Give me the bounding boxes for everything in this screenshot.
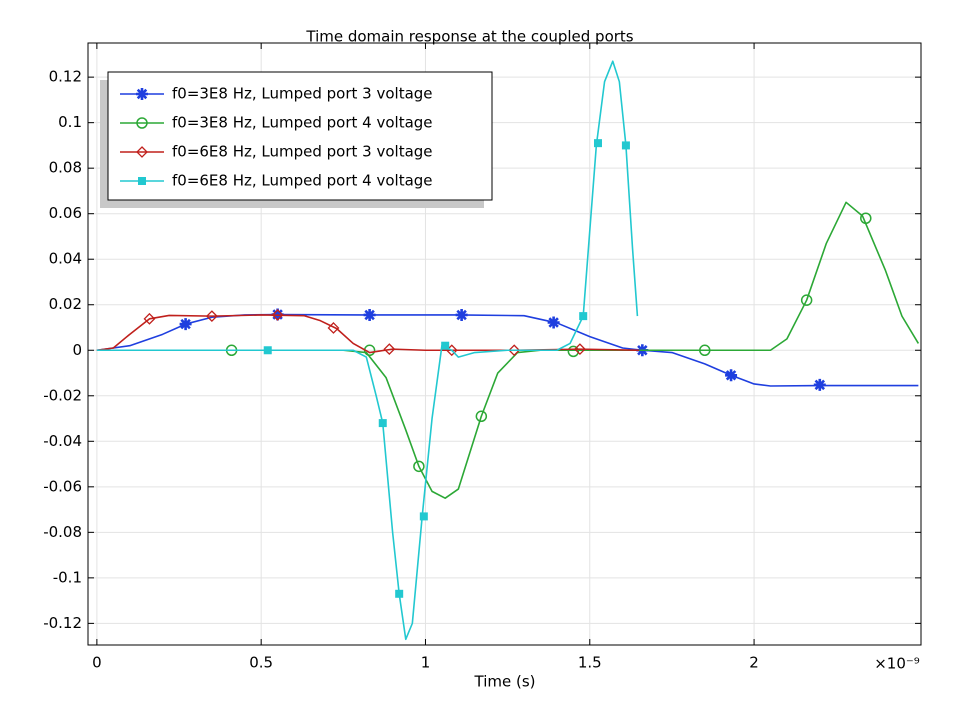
y-tick-label: 0.04 [49, 250, 82, 268]
series-line [96, 201, 920, 499]
marker [179, 318, 192, 331]
y-tick-label: -0.08 [43, 523, 82, 541]
y-tick-label: 0.08 [49, 159, 82, 177]
y-tick-label: -0.04 [43, 432, 82, 450]
marker [508, 344, 521, 357]
legend-marker [136, 117, 148, 129]
marker [363, 308, 376, 321]
marker [263, 346, 272, 355]
legend-marker [136, 146, 148, 158]
legend-label: f0=3E8 Hz, Lumped port 4 voltage [172, 114, 433, 132]
x-axis-label: Time (s) [474, 673, 536, 691]
marker [573, 343, 586, 356]
marker [567, 345, 580, 358]
marker [205, 310, 218, 323]
y-tick-label: -0.1 [53, 568, 82, 586]
y-tick-label: 0.12 [49, 68, 82, 86]
marker [378, 419, 387, 428]
y-tick-label: 0 [72, 341, 82, 359]
y-tick-label: 0.1 [58, 113, 82, 131]
y-tick-label: 0.02 [49, 295, 82, 313]
y-tick-label: -0.06 [43, 477, 82, 495]
marker [143, 312, 156, 325]
marker [395, 589, 404, 598]
marker [725, 369, 738, 382]
x-tick-label: 1 [421, 654, 431, 672]
marker [455, 308, 468, 321]
marker [419, 512, 428, 521]
x-tick-label: 0.5 [249, 654, 273, 672]
marker [441, 341, 450, 350]
marker [860, 212, 872, 225]
y-tick-label: -0.12 [43, 614, 82, 632]
marker [800, 294, 813, 306]
x-tick-label: 1.5 [578, 654, 602, 672]
legend-marker [136, 88, 148, 100]
marker [475, 410, 488, 423]
marker [699, 344, 711, 357]
marker [413, 460, 425, 473]
marker [579, 312, 588, 321]
y-tick-label: 0.06 [49, 204, 82, 222]
marker [327, 322, 340, 334]
legend: f0=3E8 Hz, Lumped port 3 voltage f0=3E8 H… [100, 71, 493, 208]
marker [813, 378, 826, 391]
marker [621, 141, 630, 150]
marker [593, 139, 602, 148]
legend-label: f0=6E8 Hz, Lumped port 3 voltage [172, 143, 433, 161]
plot-frame [87, 42, 922, 646]
legend-marker [138, 177, 146, 185]
x-tick-label: 0 [92, 654, 102, 672]
x-exponent: ×10⁻⁹ [874, 655, 920, 673]
legend-label: f0=6E8 Hz, Lumped port 4 voltage [172, 172, 433, 190]
legend-box [107, 71, 493, 201]
chart-title: Time domain response at the coupled port… [305, 28, 633, 46]
x-tick-label: 2 [749, 654, 759, 672]
y-tick-label: -0.02 [43, 386, 82, 404]
marker [547, 316, 560, 329]
marker [271, 309, 284, 321]
series-line [96, 60, 639, 641]
legend-label: f0=3E8 Hz, Lumped port 3 voltage [172, 85, 433, 103]
marker [383, 343, 396, 356]
